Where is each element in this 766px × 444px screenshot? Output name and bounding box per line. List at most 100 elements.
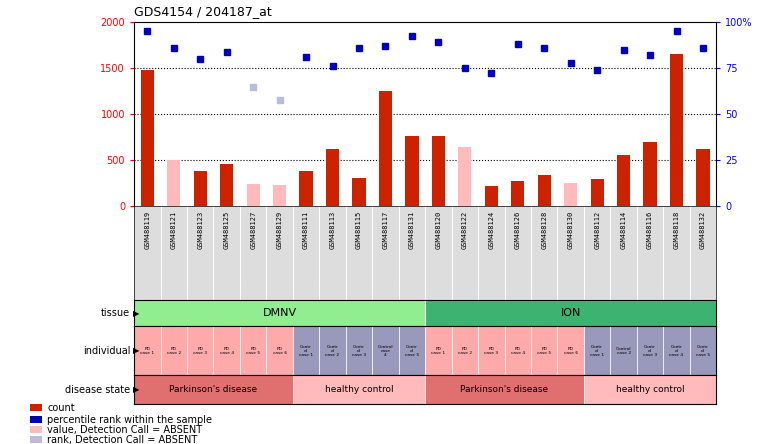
Bar (214, 326, 240, 375)
Text: GSM488128: GSM488128 (542, 211, 547, 250)
Bar (345, 326, 372, 375)
Text: GSM488114: GSM488114 (620, 211, 627, 250)
Bar (564, 182, 578, 206)
Bar (372, 326, 398, 375)
Bar (194, 171, 207, 206)
Bar (478, 326, 505, 375)
Bar (617, 155, 630, 206)
Bar (538, 175, 551, 206)
Text: GSM488111: GSM488111 (303, 211, 309, 250)
Bar (584, 375, 716, 404)
Text: PD
case 5: PD case 5 (537, 347, 552, 355)
Text: value, Detection Call = ABSENT: value, Detection Call = ABSENT (47, 424, 202, 435)
Text: PD
case 4: PD case 4 (220, 347, 234, 355)
Text: tissue: tissue (101, 308, 130, 318)
Text: Contr
ol
case 1: Contr ol case 1 (299, 345, 313, 357)
Bar (300, 171, 313, 206)
Text: GSM488119: GSM488119 (144, 211, 150, 250)
Bar (611, 326, 637, 375)
Bar (31, 416, 42, 423)
Bar (643, 142, 656, 206)
Bar (293, 375, 425, 404)
Text: healthy control: healthy control (325, 385, 393, 394)
Bar (326, 149, 339, 206)
Bar (405, 136, 418, 206)
Text: Contr
ol
case 3: Contr ol case 3 (643, 345, 657, 357)
Bar (379, 91, 392, 206)
Bar (141, 70, 154, 206)
Text: Contr
ol
case 4: Contr ol case 4 (669, 345, 683, 357)
Text: Contr
ol
case 5: Contr ol case 5 (404, 345, 419, 357)
Bar (511, 181, 525, 206)
Text: GSM488120: GSM488120 (435, 211, 441, 250)
Text: GSM488126: GSM488126 (515, 211, 521, 250)
Bar (273, 185, 286, 206)
Text: GSM488123: GSM488123 (197, 211, 203, 250)
Text: GSM488117: GSM488117 (382, 211, 388, 250)
Bar (558, 326, 584, 375)
Text: Contr
ol
case 3: Contr ol case 3 (352, 345, 366, 357)
Bar (432, 136, 445, 206)
Text: GSM488115: GSM488115 (356, 211, 362, 250)
Bar (220, 164, 234, 206)
Text: GSM488125: GSM488125 (224, 211, 230, 250)
Text: Parkinson's disease: Parkinson's disease (460, 385, 548, 394)
Bar (161, 326, 187, 375)
Text: percentile rank within the sample: percentile rank within the sample (47, 415, 212, 424)
Bar (240, 326, 267, 375)
Text: DMNV: DMNV (263, 308, 296, 318)
Text: PD
case 4: PD case 4 (511, 347, 525, 355)
Bar (31, 404, 42, 411)
Text: GSM488118: GSM488118 (673, 211, 679, 250)
Text: GSM488124: GSM488124 (488, 211, 494, 250)
Text: PD
case 3: PD case 3 (484, 347, 499, 355)
Text: count: count (47, 403, 75, 412)
Bar (696, 149, 709, 206)
Bar (637, 326, 663, 375)
Text: GSM488112: GSM488112 (594, 211, 600, 250)
Text: PD
case 3: PD case 3 (193, 347, 208, 355)
Bar (31, 436, 42, 443)
Bar (134, 326, 161, 375)
Text: rank, Detection Call = ABSENT: rank, Detection Call = ABSENT (47, 435, 198, 444)
Text: disease state: disease state (65, 385, 130, 395)
Bar (352, 178, 365, 206)
Bar (663, 326, 689, 375)
Text: GSM488113: GSM488113 (329, 211, 336, 250)
Text: GSM488122: GSM488122 (462, 211, 468, 250)
Text: PD
case 2: PD case 2 (167, 347, 181, 355)
Bar (267, 326, 293, 375)
Bar (134, 375, 293, 404)
Text: Control
case
4: Control case 4 (378, 345, 393, 357)
Bar (591, 179, 604, 206)
Bar (505, 326, 531, 375)
Text: ▶: ▶ (133, 346, 139, 355)
Text: PD
case 2: PD case 2 (458, 347, 472, 355)
Text: GSM488132: GSM488132 (700, 211, 706, 250)
Text: GSM488127: GSM488127 (250, 211, 256, 250)
Bar (584, 326, 611, 375)
Text: PD
case 6: PD case 6 (564, 347, 578, 355)
Text: Control
case 2: Control case 2 (616, 347, 631, 355)
Text: GDS4154 / 204187_at: GDS4154 / 204187_at (134, 5, 272, 18)
Text: ▶: ▶ (133, 385, 139, 394)
Text: GSM488131: GSM488131 (409, 211, 415, 250)
Text: GSM488116: GSM488116 (647, 211, 653, 250)
Text: GSM488130: GSM488130 (568, 211, 574, 250)
Text: GSM488129: GSM488129 (277, 211, 283, 250)
Bar (458, 147, 471, 206)
Bar (398, 326, 425, 375)
Bar (319, 326, 345, 375)
Bar (485, 186, 498, 206)
Bar (425, 375, 584, 404)
Text: Contr
ol
case 5: Contr ol case 5 (696, 345, 710, 357)
Bar (452, 326, 478, 375)
Bar (689, 326, 716, 375)
Text: ION: ION (561, 308, 581, 318)
Text: PD
case 1: PD case 1 (431, 347, 445, 355)
Bar (425, 326, 452, 375)
Bar (293, 326, 319, 375)
Text: Contr
ol
case 2: Contr ol case 2 (326, 345, 339, 357)
Bar (425, 300, 716, 326)
Text: Parkinson's disease: Parkinson's disease (169, 385, 257, 394)
